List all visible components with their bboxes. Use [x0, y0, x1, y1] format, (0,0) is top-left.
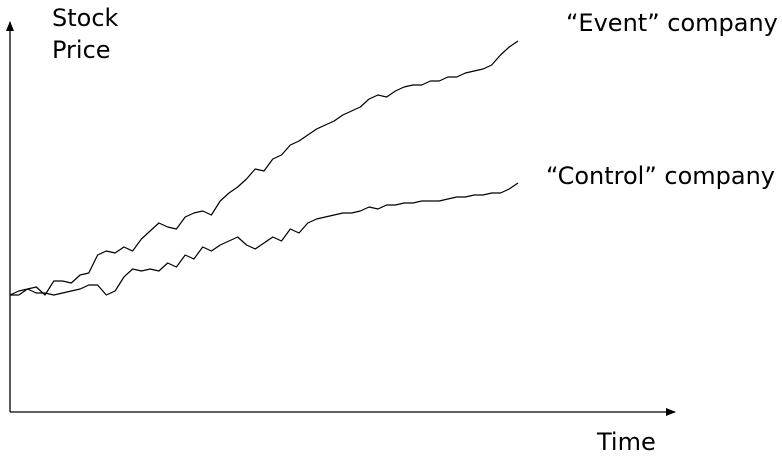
- event-company-line: [10, 40, 519, 296]
- legend-label-event: “Event” company: [566, 9, 778, 37]
- series-layer: [9, 40, 519, 296]
- y-axis-label-line-2: Price: [52, 36, 111, 64]
- control-company-line: [9, 182, 519, 296]
- y-axis-label-line-1: Stock: [52, 4, 119, 32]
- x-axis-label: Time: [596, 428, 656, 456]
- legend-label-control: “Control” company: [546, 162, 775, 190]
